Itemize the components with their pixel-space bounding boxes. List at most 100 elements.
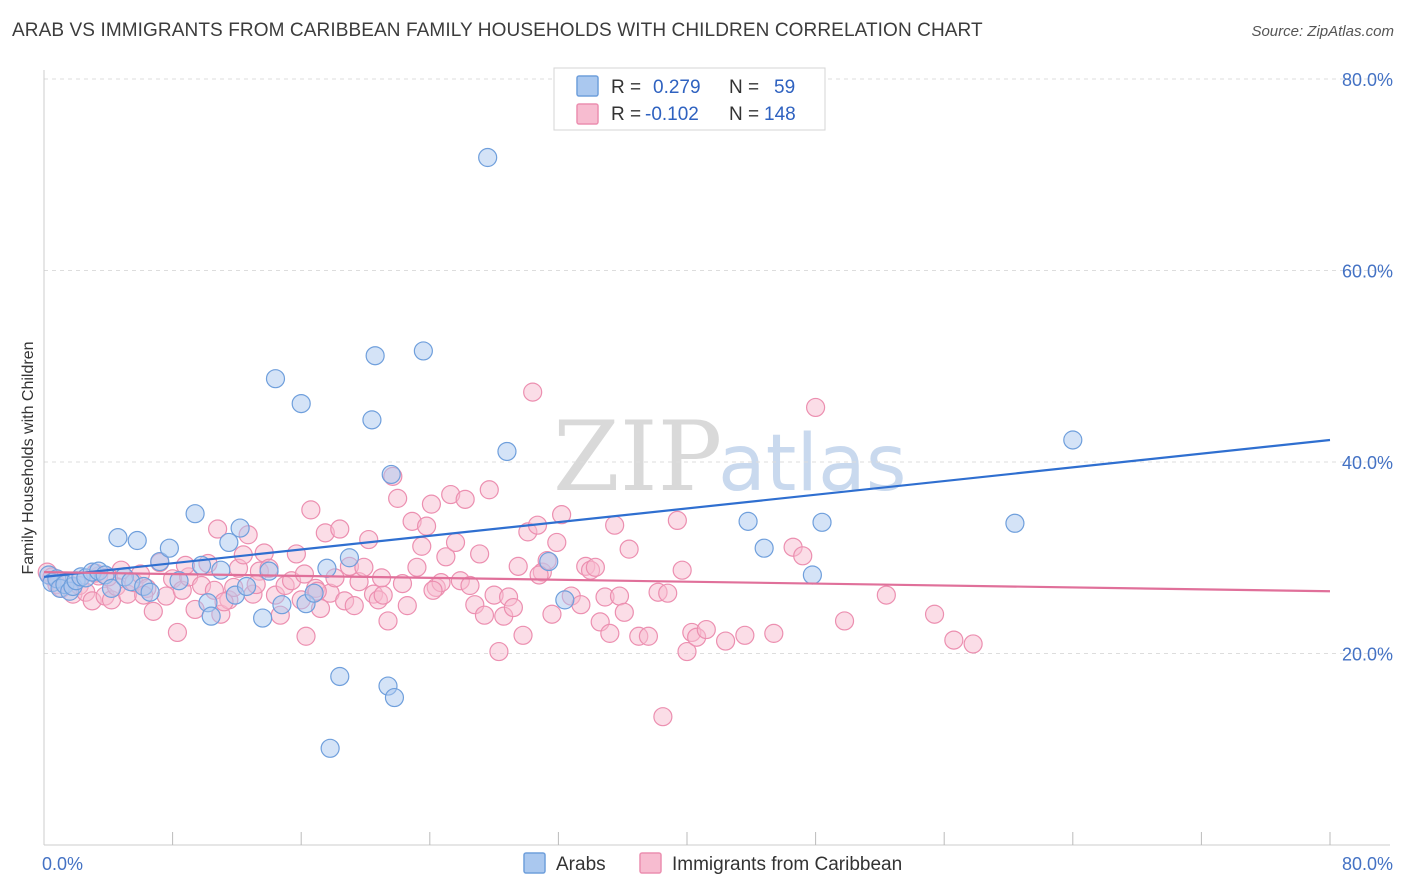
- trend-line-caribbean: [43, 571, 1331, 593]
- caribbean-point: [445, 532, 466, 553]
- watermark-zip: ZIP: [553, 401, 722, 513]
- caribbean-point: [677, 641, 697, 662]
- caribbean-point: [330, 519, 350, 539]
- legend-swatch-caribbean: [576, 103, 599, 125]
- caribbean-point: [508, 556, 528, 576]
- caribbean-point: [764, 623, 784, 643]
- legend-n-label-caribbean: N =: [729, 104, 759, 125]
- caribbean-point: [412, 536, 432, 556]
- arabs-point: [291, 393, 311, 414]
- caribbean-point: [834, 611, 855, 631]
- arabs-point: [365, 346, 385, 366]
- caribbean-point: [294, 564, 315, 584]
- arabs-point: [738, 511, 758, 531]
- arabs-point: [320, 738, 340, 758]
- arabs-point: [497, 441, 517, 462]
- caribbean-point: [696, 619, 716, 640]
- caribbean-point: [421, 494, 442, 514]
- y-tick-label: 60.0%: [1342, 262, 1393, 282]
- legend-frame: [553, 67, 826, 131]
- arabs-point: [539, 551, 559, 572]
- arabs-point: [1005, 513, 1025, 533]
- caribbean-point: [344, 596, 364, 616]
- caribbean-point: [378, 611, 398, 631]
- caribbean-point: [513, 625, 533, 645]
- caribbean-point: [542, 604, 562, 624]
- y-tick-label: 80.0%: [1342, 70, 1393, 90]
- x-tick-label-min: 0.0%: [42, 854, 83, 874]
- caribbean-point: [805, 397, 826, 418]
- caribbean-point: [600, 623, 620, 643]
- caribbean-point: [523, 382, 543, 402]
- arabs-point: [185, 504, 205, 524]
- legend-r-label-arabs: R =: [611, 77, 641, 98]
- caribbean-point: [672, 560, 692, 580]
- caribbean-point: [388, 488, 408, 508]
- caribbean-point: [156, 586, 176, 606]
- bottom-legend-label-caribbean: Immigrants from Caribbean: [672, 854, 902, 875]
- caribbean-point: [143, 601, 163, 621]
- bottom-legend-swatch-arabs: [523, 852, 546, 874]
- caribbean-point: [658, 583, 678, 603]
- caribbean-point: [585, 557, 605, 577]
- caribbean-point: [167, 622, 188, 643]
- bottom-legend-swatch-caribbean: [639, 852, 662, 874]
- caribbean-point: [296, 626, 316, 646]
- arabs-point: [272, 595, 292, 615]
- series-arabs-points: [39, 147, 1083, 758]
- caribbean-point: [793, 546, 813, 566]
- caribbean-point: [460, 575, 480, 596]
- caribbean-point: [489, 641, 509, 662]
- legend-r-label-caribbean: R =: [611, 104, 641, 125]
- caribbean-point: [614, 602, 634, 622]
- bottom-legend: Arabs Immigrants from Caribbean: [523, 852, 902, 875]
- arabs-point: [169, 571, 189, 591]
- arabs-point: [317, 558, 337, 578]
- arabs-point: [478, 147, 498, 168]
- arabs-point: [236, 576, 257, 597]
- caribbean-point: [609, 586, 630, 606]
- caribbean-point: [436, 547, 456, 567]
- legend-r-value-caribbean: -0.102: [645, 104, 699, 125]
- arabs-point: [159, 538, 179, 558]
- axes: [43, 70, 1390, 846]
- arabs-point: [230, 518, 250, 538]
- caribbean-point: [208, 519, 228, 539]
- caribbean-point: [605, 515, 625, 535]
- legend-r-value-arabs: 0.279: [653, 77, 701, 98]
- legend-n-value-arabs: 59: [774, 77, 795, 98]
- arabs-point: [381, 464, 401, 485]
- arabs-point: [413, 341, 433, 361]
- caribbean-point: [455, 489, 475, 509]
- caribbean-point: [470, 544, 490, 564]
- arabs-point: [253, 608, 273, 628]
- legend-n-value-caribbean: 148: [764, 104, 796, 125]
- y-axis-label: Family Households with Children: [20, 342, 37, 575]
- caribbean-point: [397, 596, 417, 616]
- legend-swatch-arabs: [576, 75, 599, 97]
- caribbean-point: [619, 539, 639, 559]
- arabs-point: [127, 530, 147, 551]
- legend-n-label-arabs: N =: [729, 77, 759, 98]
- arabs-point: [211, 560, 231, 580]
- arabs-point: [802, 565, 822, 585]
- caribbean-point: [392, 574, 413, 594]
- caribbean-point: [547, 532, 567, 553]
- caribbean-point: [552, 505, 572, 525]
- arabs-point: [384, 687, 405, 708]
- arabs-point: [259, 561, 279, 581]
- y-tick-labels: 20.0% 40.0% 60.0% 80.0%: [1342, 70, 1393, 665]
- caribbean-point: [963, 634, 983, 654]
- arabs-point: [101, 578, 122, 598]
- caribbean-point: [944, 630, 964, 650]
- caribbean-point: [571, 595, 591, 615]
- arabs-point: [812, 512, 832, 532]
- caribbean-point: [423, 580, 443, 600]
- arabs-point: [201, 606, 221, 626]
- arabs-point: [555, 590, 575, 610]
- x-ticks: [172, 832, 1331, 845]
- trend-line-arabs: [43, 438, 1331, 578]
- arabs-point: [219, 532, 239, 553]
- arabs-point: [339, 548, 360, 568]
